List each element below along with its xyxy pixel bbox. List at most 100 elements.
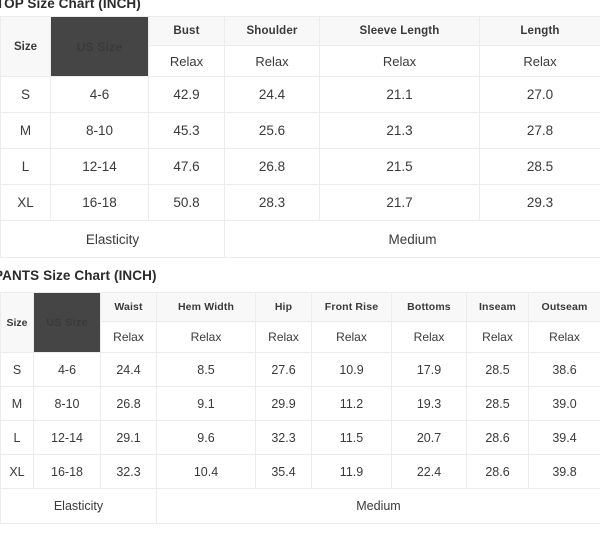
top-row-1-sleeve-length: 21.3: [319, 112, 480, 149]
top-row-1-size: M: [0, 112, 51, 149]
top-row-0-bust: 42.9: [148, 76, 225, 113]
table-row: S 4-6 24.4 8.5 27.6 10.9 17.9 28.5 38.6: [0, 352, 600, 387]
pants-row-0-bottoms: 17.9: [391, 352, 467, 387]
pants-row-0-inseam: 28.5: [466, 352, 529, 387]
top-row-0-length: 27.0: [479, 76, 600, 113]
top-us-size-header: US Size: [50, 16, 149, 77]
pants-metric-header-hem-width: Hem Width: [156, 292, 256, 322]
top-row-3-shoulder: 28.3: [224, 184, 320, 221]
top-metric-header-bust: Bust: [148, 16, 225, 46]
top-row-0-us-size: 4-6: [50, 76, 149, 113]
pants-row-2-front-rise: 11.5: [311, 420, 392, 455]
pants-fit-row: Relax Relax Relax Relax Relax Relax Rela…: [1, 321, 600, 353]
pants-row-2-waist: 29.1: [100, 420, 157, 455]
top-row-1-bust: 45.3: [148, 112, 225, 149]
top-metric-header-sleeve-length: Sleeve Length: [319, 16, 480, 46]
pants-elasticity-row: Elasticity Medium: [0, 488, 600, 524]
pants-row-0-front-rise: 10.9: [311, 352, 392, 387]
top-chart-title: TOP Size Chart (INCH): [0, 0, 141, 11]
pants-metric-header-inseam: Inseam: [466, 292, 529, 322]
pants-chart-title: PANTS Size Chart (INCH): [0, 268, 157, 283]
top-row-2-sleeve-length: 21.5: [319, 148, 480, 185]
pants-metric-header-bottoms: Bottoms: [391, 292, 467, 322]
pants-row-2-hem-width: 9.6: [156, 420, 256, 455]
pants-row-0-size: S: [0, 352, 34, 387]
top-size-table: Size US Size Bust Shoulder Sleeve Length…: [0, 16, 600, 258]
pants-header-row: Size US Size Waist Hem Width Hip Front R…: [0, 292, 600, 353]
table-row: L 12-14 47.6 26.8 21.5 28.5: [0, 148, 600, 185]
pants-row-1-hip: 29.9: [255, 386, 312, 421]
top-metric-header-length: Length: [479, 16, 600, 46]
pants-metric-header-outseam: Outseam: [528, 292, 600, 322]
pants-row-2-size: L: [0, 420, 34, 455]
pants-row-3-outseam: 39.8: [528, 454, 600, 489]
top-metric-header-shoulder: Shoulder: [224, 16, 320, 46]
top-elasticity-value: Medium: [224, 220, 600, 258]
top-elasticity-row: Elasticity Medium: [0, 220, 600, 258]
top-fit-bust: Relax: [148, 45, 225, 77]
pants-row-2-bottoms: 20.7: [391, 420, 467, 455]
pants-row-0-hem-width: 8.5: [156, 352, 256, 387]
pants-row-0-outseam: 38.6: [528, 352, 600, 387]
top-row-0-size: S: [0, 76, 51, 113]
pants-row-1-size: M: [0, 386, 34, 421]
top-row-3-length: 29.3: [479, 184, 600, 221]
pants-row-0-us-size: 4-6: [33, 352, 101, 387]
pants-row-2-us-size: 12-14: [33, 420, 101, 455]
pants-fit-front-rise: Relax: [311, 321, 392, 353]
pants-row-3-us-size: 16-18: [33, 454, 101, 489]
pants-row-1-front-rise: 11.2: [311, 386, 392, 421]
pants-elasticity-label: Elasticity: [0, 488, 157, 524]
top-row-0-shoulder: 24.4: [224, 76, 320, 113]
pants-row-2-inseam: 28.6: [466, 420, 529, 455]
pants-elasticity-value: Medium: [156, 488, 600, 524]
pants-metric-header-waist: Waist: [100, 292, 157, 322]
top-row-3-bust: 50.8: [148, 184, 225, 221]
pants-fit-outseam: Relax: [528, 321, 600, 353]
pants-row-2-outseam: 39.4: [528, 420, 600, 455]
top-fit-row: Relax Relax Relax Relax: [1, 45, 600, 77]
pants-us-size-header: US Size: [33, 292, 101, 353]
top-row-2-size: L: [0, 148, 51, 185]
top-row-3-size: XL: [0, 184, 51, 221]
pants-row-3-hip: 35.4: [255, 454, 312, 489]
table-row: S 4-6 42.9 24.4 21.1 27.0: [0, 76, 600, 113]
top-row-2-bust: 47.6: [148, 148, 225, 185]
pants-metric-header-hip: Hip: [255, 292, 312, 322]
pants-row-1-inseam: 28.5: [466, 386, 529, 421]
top-row-3-sleeve-length: 21.7: [319, 184, 480, 221]
table-row: M 8-10 26.8 9.1 29.9 11.2 19.3 28.5 39.0: [0, 386, 600, 421]
pants-size-table: Size US Size Waist Hem Width Hip Front R…: [0, 292, 600, 524]
pants-row-1-bottoms: 19.3: [391, 386, 467, 421]
pants-size-header: Size: [0, 292, 34, 353]
pants-row-1-us-size: 8-10: [33, 386, 101, 421]
top-header-row: Size US Size Bust Shoulder Sleeve Length…: [0, 16, 600, 77]
pants-row-0-waist: 24.4: [100, 352, 157, 387]
top-row-1-shoulder: 25.6: [224, 112, 320, 149]
top-fit-shoulder: Relax: [224, 45, 320, 77]
table-row: M 8-10 45.3 25.6 21.3 27.8: [0, 112, 600, 149]
pants-fit-waist: Relax: [100, 321, 157, 353]
top-row-2-length: 28.5: [479, 148, 600, 185]
pants-row-3-hem-width: 10.4: [156, 454, 256, 489]
top-elasticity-label: Elasticity: [0, 220, 225, 258]
pants-row-3-inseam: 28.6: [466, 454, 529, 489]
top-row-3-us-size: 16-18: [50, 184, 149, 221]
top-row-2-shoulder: 26.8: [224, 148, 320, 185]
pants-row-0-hip: 27.6: [255, 352, 312, 387]
table-row: XL 16-18 50.8 28.3 21.7 29.3: [0, 184, 600, 221]
pants-row-3-waist: 32.3: [100, 454, 157, 489]
pants-metric-header-front-rise: Front Rise: [311, 292, 392, 322]
pants-fit-hip: Relax: [255, 321, 312, 353]
top-size-header: Size: [0, 16, 51, 77]
table-row: XL 16-18 32.3 10.4 35.4 11.9 22.4 28.6 3…: [0, 454, 600, 489]
top-row-0-sleeve-length: 21.1: [319, 76, 480, 113]
pants-row-1-outseam: 39.0: [528, 386, 600, 421]
top-row-2-us-size: 12-14: [50, 148, 149, 185]
table-row: L 12-14 29.1 9.6 32.3 11.5 20.7 28.6 39.…: [0, 420, 600, 455]
pants-row-3-size: XL: [0, 454, 34, 489]
pants-row-2-hip: 32.3: [255, 420, 312, 455]
top-row-1-length: 27.8: [479, 112, 600, 149]
pants-fit-inseam: Relax: [466, 321, 529, 353]
